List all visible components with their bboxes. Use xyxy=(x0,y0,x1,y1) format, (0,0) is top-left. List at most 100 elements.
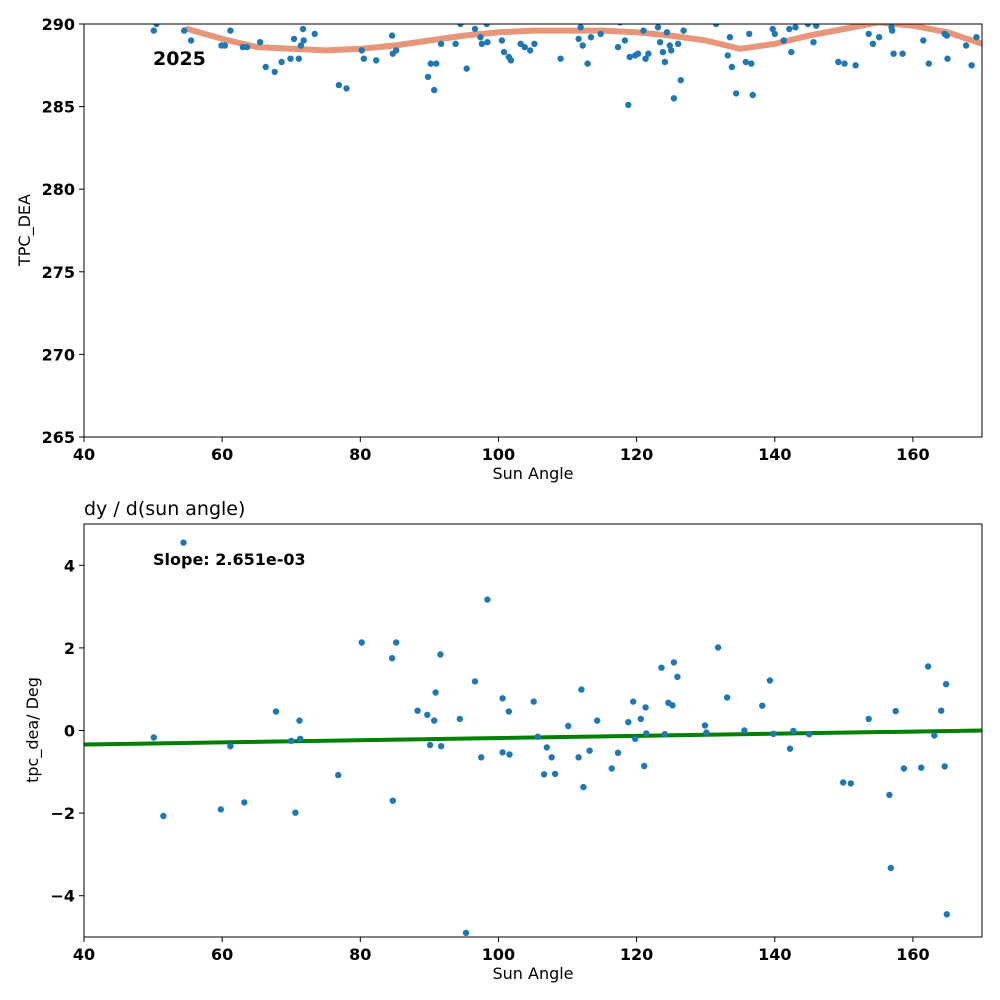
top-data-point xyxy=(437,40,445,47)
top-series-group xyxy=(150,24,982,109)
bottom-plot-area xyxy=(84,539,982,937)
bottom-data-point xyxy=(941,763,948,770)
bottom-data-point xyxy=(938,707,945,714)
top-data-point xyxy=(584,60,591,67)
top-x-tick-label: 60 xyxy=(211,445,233,464)
bottom-data-point xyxy=(632,735,639,742)
top-data-point xyxy=(677,77,684,84)
top-data-point xyxy=(712,24,720,28)
bottom-data-point xyxy=(389,797,396,804)
top-data-point xyxy=(769,25,776,33)
bottom-axes-frame xyxy=(83,523,983,938)
top-data-point xyxy=(810,39,817,46)
top-data-point xyxy=(427,60,434,67)
bottom-panel-title: dy / d(sun angle) xyxy=(84,498,245,520)
bottom-data-point xyxy=(180,539,187,546)
top-data-point xyxy=(742,58,749,66)
top-data-point xyxy=(645,50,652,57)
top-data-point xyxy=(278,58,285,66)
top-data-point xyxy=(640,27,647,34)
top-data-point xyxy=(920,37,927,44)
bottom-data-point xyxy=(578,686,585,693)
top-data-point xyxy=(262,63,269,71)
bottom-data-point xyxy=(272,708,280,715)
top-data-point xyxy=(431,86,438,94)
top-y-axis-label: TPC_DEA xyxy=(15,194,35,267)
top-data-point xyxy=(483,24,490,28)
top-data-point xyxy=(358,47,365,54)
bottom-data-point xyxy=(160,812,167,820)
top-data-point xyxy=(680,27,687,34)
top-data-point xyxy=(889,27,896,34)
top-data-point xyxy=(925,60,932,67)
top-data-point xyxy=(625,101,632,109)
top-data-point xyxy=(452,40,459,47)
top-data-point xyxy=(500,48,508,56)
top-data-point xyxy=(579,42,586,49)
bottom-data-point xyxy=(714,644,722,651)
bottom-trend-line xyxy=(84,728,982,747)
bottom-annotation: Slope: 2.651e-03 xyxy=(153,550,306,569)
bottom-data-point xyxy=(670,659,678,666)
bottom-x-tick-label: 80 xyxy=(349,945,371,964)
top-data-point xyxy=(621,37,629,44)
top-data-point xyxy=(557,55,564,62)
top-data-point xyxy=(521,43,528,51)
top-data-point xyxy=(968,62,975,69)
top-data-point xyxy=(943,32,950,39)
bottom-x-tick-label: 120 xyxy=(620,945,653,964)
bottom-data-point xyxy=(288,737,295,744)
bottom-data-point xyxy=(625,719,632,726)
top-data-point xyxy=(869,40,877,47)
top-data-point xyxy=(656,39,664,46)
bottom-x-axis-label: Sun Angle xyxy=(492,964,573,983)
bottom-data-point xyxy=(759,702,766,709)
bottom-data-point xyxy=(942,681,950,688)
bottom-data-point xyxy=(643,730,650,737)
top-data-point xyxy=(788,48,795,56)
bottom-data-point xyxy=(431,717,438,724)
top-data-point xyxy=(290,35,298,43)
top-y-tick-label: 265 xyxy=(42,428,75,447)
top-y-tick-label: 290 xyxy=(42,15,75,34)
bottom-x-tick-label: 160 xyxy=(896,945,929,964)
bottom-data-point xyxy=(296,717,303,724)
top-data-point xyxy=(577,24,584,31)
top-y-ticks: 265 270 275 280 285 290 xyxy=(42,15,84,447)
top-data-point xyxy=(890,50,897,57)
top-trend-line xyxy=(184,24,982,54)
bottom-data-point xyxy=(642,704,649,711)
top-data-point xyxy=(899,50,906,57)
bottom-data-point xyxy=(586,747,593,754)
bottom-data-point xyxy=(674,673,681,680)
bottom-data-point xyxy=(886,791,893,799)
bottom-data-point xyxy=(548,754,555,761)
bottom-data-point xyxy=(943,911,950,918)
bottom-data-point xyxy=(499,749,506,756)
bottom-x-tick-label: 40 xyxy=(73,945,95,964)
top-data-point xyxy=(865,30,872,38)
top-data-point xyxy=(471,25,479,33)
bottom-data-point xyxy=(865,715,872,723)
top-x-tick-label: 80 xyxy=(349,445,371,464)
top-data-point xyxy=(295,55,302,62)
bottom-data-point xyxy=(703,729,710,736)
top-data-point xyxy=(668,47,675,54)
top-data-point xyxy=(626,53,633,61)
top-x-ticks: 40 60 80 100 120 140 160 xyxy=(73,437,930,464)
top-data-point xyxy=(335,81,343,89)
top-x-tick-label: 160 xyxy=(896,445,929,464)
top-data-point xyxy=(587,34,595,41)
top-data-point xyxy=(634,50,642,57)
top-data-point xyxy=(150,27,157,34)
top-data-point xyxy=(726,34,734,41)
top-data-point xyxy=(424,73,432,81)
top-panel: 40 60 80 100 120 140 160 265 270 275 280 285 290 20… xyxy=(15,15,983,483)
bottom-data-point xyxy=(414,707,421,714)
top-y-tick-label: 285 xyxy=(42,98,75,117)
top-data-point xyxy=(875,34,883,41)
top-data-point xyxy=(360,55,367,62)
bottom-data-point xyxy=(484,596,491,603)
bottom-data-point xyxy=(892,707,899,715)
bottom-data-point xyxy=(297,735,304,742)
